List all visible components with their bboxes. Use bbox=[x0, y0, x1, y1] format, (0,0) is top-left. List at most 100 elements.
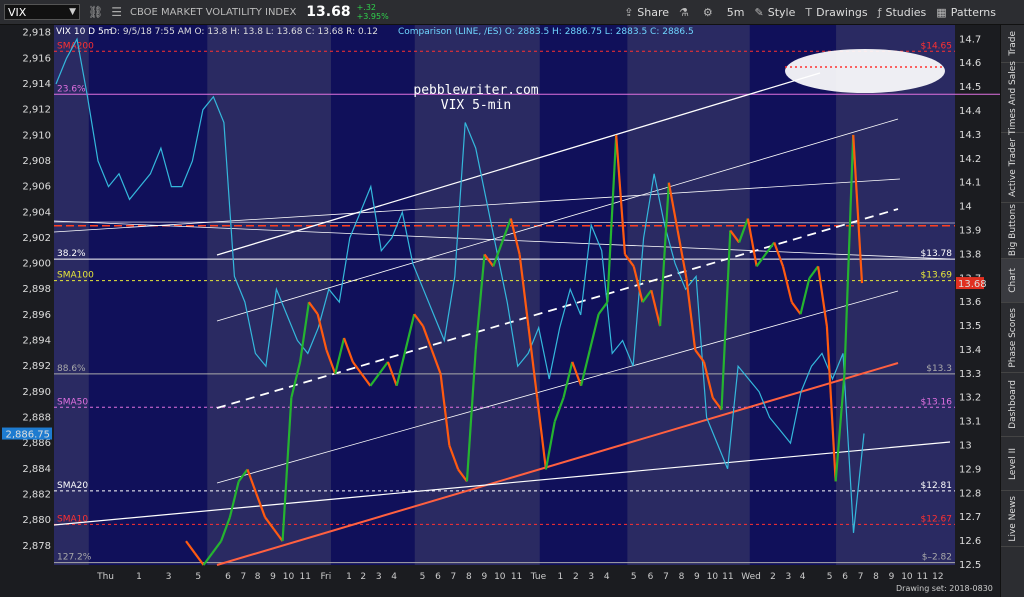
vix-candle bbox=[518, 254, 530, 327]
vix-candle bbox=[781, 266, 793, 303]
left-tick-label: 2,882 bbox=[22, 489, 51, 500]
flask-button[interactable]: ⚗ bbox=[679, 6, 693, 19]
bottom-axis-panel bbox=[0, 565, 1000, 597]
x-tick-label: 5 bbox=[827, 572, 833, 582]
drawings-button[interactable]: T Drawings bbox=[805, 6, 867, 19]
settings-button[interactable]: ⚙ bbox=[703, 6, 717, 19]
vix-candle bbox=[342, 337, 354, 363]
sidebar-tab-live-news[interactable]: Live News bbox=[1001, 491, 1024, 547]
symbol-value: VIX bbox=[8, 5, 27, 19]
style-button[interactable]: ✎ Style bbox=[755, 6, 796, 19]
vix-candle bbox=[246, 469, 258, 494]
right-sidebar: Trade Times And Sales Active Trader Big But… bbox=[1000, 25, 1024, 597]
sidebar-tab-label: Level II bbox=[1008, 447, 1018, 480]
x-tick-label: 11 bbox=[917, 572, 928, 582]
sidebar-tab-phase-scores[interactable]: Phase Scores bbox=[1001, 303, 1024, 373]
trend-line bbox=[216, 118, 899, 322]
right-tick-label: 12.6 bbox=[959, 536, 981, 547]
x-tick-label: 10 bbox=[707, 572, 719, 582]
x-tick-label: 11 bbox=[722, 572, 733, 582]
interval-label: 5m bbox=[726, 5, 745, 19]
x-tick-label: 9 bbox=[481, 572, 487, 582]
sidebar-tab-chart[interactable]: Chart bbox=[1001, 259, 1024, 303]
right-tick-label: 14.5 bbox=[959, 82, 981, 93]
right-tick-label: 14.4 bbox=[959, 106, 981, 117]
vix-candle bbox=[562, 361, 574, 399]
vix-candle bbox=[825, 325, 837, 482]
ma-value-label: $12.67 bbox=[921, 514, 953, 524]
x-tick-label: 6 bbox=[842, 572, 848, 582]
fib-name-label: 23.6% bbox=[57, 84, 86, 94]
vix-candle bbox=[606, 134, 618, 303]
session-band bbox=[836, 25, 955, 565]
sidebar-tab-big-buttons[interactable]: Big Buttons bbox=[1001, 203, 1024, 259]
x-tick-label: 8 bbox=[466, 572, 472, 582]
x-tick-label: 7 bbox=[663, 572, 669, 582]
sidebar-tab-trade[interactable]: Trade bbox=[1001, 25, 1024, 63]
x-tick-label: 6 bbox=[435, 572, 441, 582]
patterns-icon: ▦ bbox=[936, 5, 947, 19]
x-tick-label: 5 bbox=[631, 572, 637, 582]
left-tick-label: 2,908 bbox=[22, 156, 51, 167]
left-tick-label: 2,904 bbox=[22, 207, 51, 218]
x-tick-label: 9 bbox=[889, 572, 895, 582]
right-tick-label: 13.1 bbox=[959, 417, 981, 428]
studies-button[interactable]: ƒ Studies bbox=[878, 6, 927, 19]
ma-value-label: $12.81 bbox=[921, 481, 953, 491]
patterns-label: Patterns bbox=[950, 5, 996, 19]
sidebar-tab-label: Times And Sales bbox=[1008, 60, 1018, 135]
x-tick-label: 2 bbox=[770, 572, 776, 582]
sidebar-tab-level-ii[interactable]: Level II bbox=[1001, 437, 1024, 491]
left-tick-label: 2,906 bbox=[22, 182, 51, 193]
style-label: Style bbox=[767, 5, 796, 19]
x-tick-label: 6 bbox=[225, 572, 231, 582]
share-button[interactable]: ⇪ Share bbox=[624, 6, 669, 19]
sidebar-tab-label: Phase Scores bbox=[1008, 307, 1018, 368]
highlight-ellipse bbox=[785, 49, 945, 93]
chevron-down-icon[interactable]: ▼ bbox=[69, 7, 76, 17]
x-tick-label: 7 bbox=[241, 572, 247, 582]
link-icon[interactable]: ⛓ bbox=[88, 5, 104, 19]
interval-button[interactable]: 5m bbox=[727, 6, 745, 19]
x-tick-label: Wed bbox=[741, 572, 761, 582]
vix-candle bbox=[571, 361, 583, 387]
vix-candle bbox=[817, 266, 828, 327]
patterns-button[interactable]: ▦ Patterns bbox=[936, 6, 996, 19]
left-tick-label: 2,880 bbox=[22, 515, 51, 526]
drawing-icon: T bbox=[805, 5, 813, 19]
trend-line bbox=[216, 362, 899, 566]
right-tick-label: 14.2 bbox=[959, 154, 981, 165]
vix-candle bbox=[483, 253, 495, 267]
x-tick-label: 2 bbox=[573, 572, 579, 582]
bookmark-icon[interactable]: ☰ bbox=[111, 5, 122, 19]
vix-candle bbox=[220, 516, 231, 542]
left-tick-label: 2,912 bbox=[22, 105, 51, 116]
vix-candle bbox=[369, 373, 381, 387]
right-tick-label: 14.3 bbox=[959, 130, 981, 141]
trend-line bbox=[216, 72, 821, 256]
left-tick-label: 2,896 bbox=[22, 310, 51, 321]
ma-name-label: SMA10 bbox=[57, 514, 88, 524]
vix-candle bbox=[334, 337, 346, 375]
vix-candle bbox=[685, 278, 697, 351]
ma-name-label: SMA200 bbox=[57, 41, 94, 51]
x-tick-label: 6 bbox=[648, 572, 654, 582]
left-tick-label: 2,914 bbox=[22, 79, 51, 90]
symbol-selector[interactable]: VIX ▼ bbox=[4, 4, 80, 20]
price-chart[interactable]: 2,878 2,880 2,882 2,884 2,886 2,888 2,890 2,892… bbox=[0, 25, 1000, 597]
fib-value-label: $–2.82 bbox=[922, 553, 952, 563]
vix-candle bbox=[202, 552, 214, 566]
sidebar-tab-active-trader[interactable]: Active Trader bbox=[1001, 133, 1024, 203]
x-tick-label: 11 bbox=[300, 572, 311, 582]
studies-icon: ƒ bbox=[877, 5, 882, 19]
vix-candle bbox=[448, 445, 460, 470]
sidebar-tab-dashboard[interactable]: Dashboard bbox=[1001, 373, 1024, 437]
x-tick-label: 8 bbox=[679, 572, 685, 582]
x-tick-label: 12 bbox=[932, 572, 943, 582]
vix-candle bbox=[702, 361, 714, 399]
sidebar-tab-label: Active Trader bbox=[1008, 137, 1018, 198]
watermark-site: pebblewriter.com bbox=[413, 83, 538, 98]
vix-candle bbox=[764, 241, 776, 256]
left-tick-label: 2,902 bbox=[22, 233, 51, 244]
sidebar-tab-times-and-sales[interactable]: Times And Sales bbox=[1001, 60, 1024, 135]
